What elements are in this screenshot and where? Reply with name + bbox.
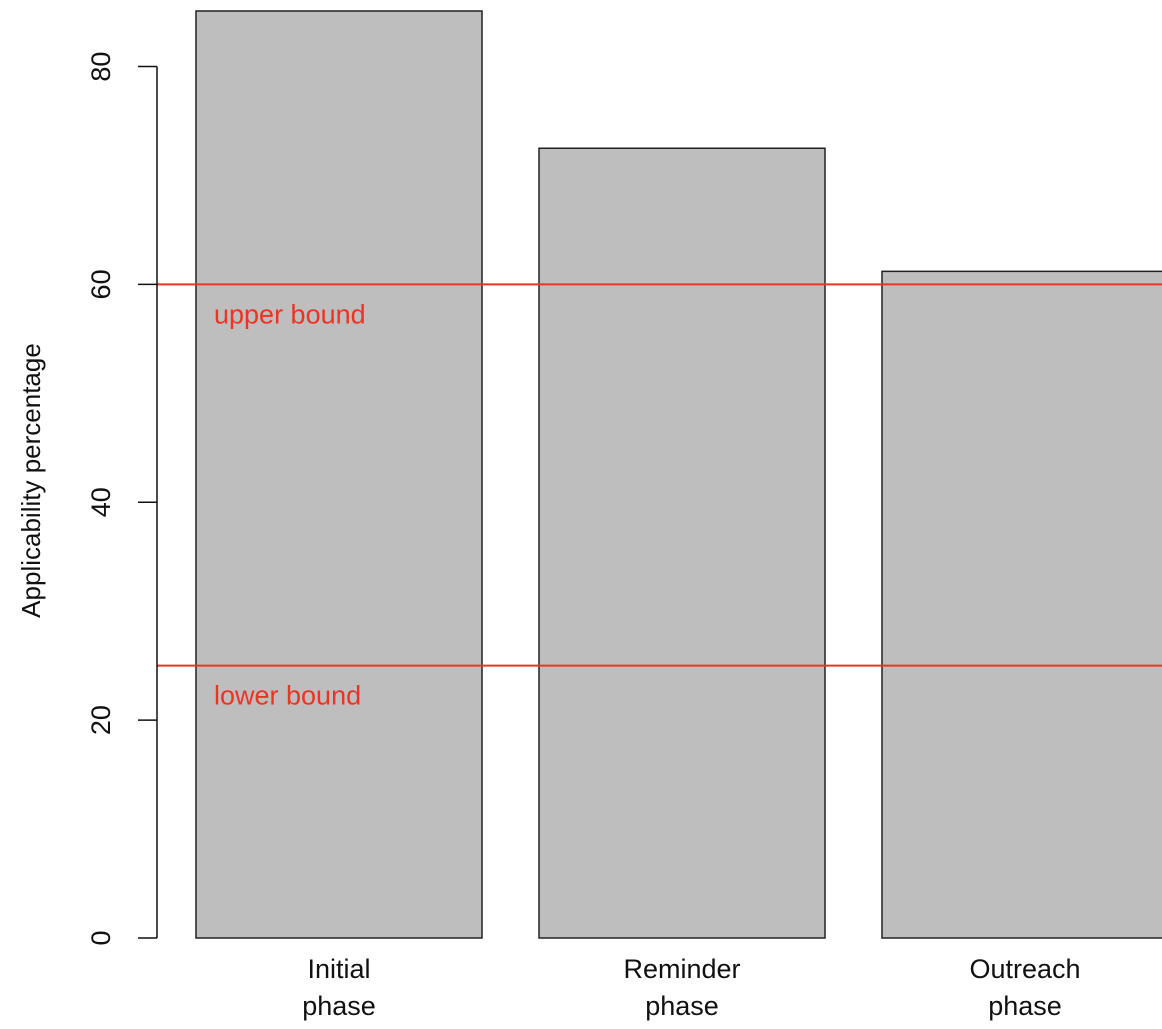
bar-0 xyxy=(195,10,483,939)
x-tick-label-2-0: Outreach xyxy=(969,954,1080,984)
y-axis: 0 20 40 60 80 xyxy=(86,52,158,946)
bars-group xyxy=(195,10,1162,939)
y-tick-label-2: 40 xyxy=(86,487,116,517)
y-axis-label: Applicability percentage xyxy=(16,343,46,618)
x-tick-label-0-0: Initial xyxy=(307,954,370,984)
x-tick-label-2-1: phase xyxy=(988,991,1062,1021)
x-tick-label-1-0: Reminder xyxy=(623,954,740,984)
reference-line-label-1: lower bound xyxy=(214,681,361,711)
x-tick-label-0-1: phase xyxy=(302,991,376,1021)
y-tick-label-1: 20 xyxy=(86,705,116,735)
y-tick-label-0: 0 xyxy=(86,930,116,945)
y-tick-label-3: 60 xyxy=(86,269,116,299)
y-tick-label-4: 80 xyxy=(86,52,116,82)
bar-2 xyxy=(881,270,1162,939)
x-axis-labels: Initial phase Reminder phase Outreach phase xyxy=(302,954,1080,1021)
reference-lines-group: upper bound lower bound xyxy=(157,283,1162,711)
bar-1 xyxy=(538,147,826,939)
reference-line-label-0: upper bound xyxy=(214,299,366,329)
x-tick-label-1-1: phase xyxy=(645,991,719,1021)
